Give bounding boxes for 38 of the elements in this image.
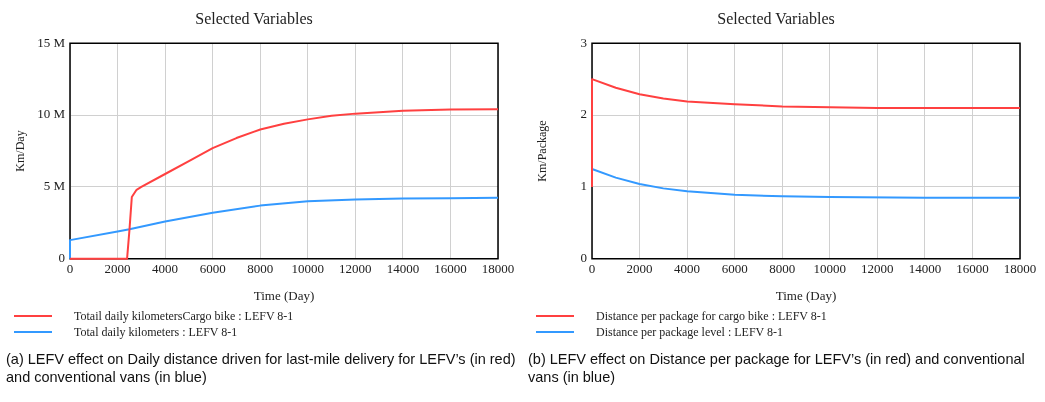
x-tick-label: 2000: [104, 261, 131, 277]
text: (a) LEFV effect on Daily distance driven for last-mile delivery for LEFV’s (in red) and conventional vans (in blue): [6, 350, 517, 386]
y-tick-label: 5 M: [43, 178, 66, 194]
legend-label: Total daily kilometers : LEFV 8-1: [74, 324, 238, 340]
x-tick-label: 2000: [626, 261, 653, 277]
y-tick-label: 1: [580, 178, 587, 194]
y-axis-title: Km/Package: [535, 120, 550, 182]
x-tick-label: 18000: [481, 261, 515, 277]
legend-label: Distance per package for cargo bike : LEFV 8-1: [596, 308, 827, 324]
x-tick-label: 4000: [674, 261, 701, 277]
x-tick-label: 8000: [769, 261, 796, 277]
y-axis-title: Km/Day: [13, 130, 28, 172]
x-tick-label: 18000: [1003, 261, 1037, 277]
y-tick-label: 3: [580, 34, 587, 50]
y-tick-label: 2: [580, 106, 587, 122]
legend-label: Distance per package level : LEFV 8-1: [596, 324, 784, 340]
x-tick-label: 10000: [813, 261, 847, 277]
chart-title: Selected Variables: [195, 9, 313, 27]
x-tick-label: 14000: [908, 261, 942, 277]
x-axis-title: Time (Day): [775, 287, 837, 303]
x-tick-label: 6000: [721, 261, 748, 277]
x-tick-label: 14000: [386, 261, 420, 277]
x-axis-title: Time (Day): [253, 287, 315, 303]
x-tick-label: 6000: [199, 261, 226, 277]
text: (b) LEFV effect on Distance per package for LEFV’s (in red) and conventional vans (in blue): [528, 350, 1026, 386]
x-tick-label: 16000: [434, 261, 467, 277]
y-tick-label: 0: [58, 250, 65, 266]
y-tick-label: 10 M: [37, 106, 66, 122]
y-tick-label: 15 M: [37, 34, 66, 50]
x-tick-label: 4000: [152, 261, 179, 277]
legend-label: Totail daily kilometersCargo bike : LEFV 8-1: [74, 308, 294, 324]
x-tick-label: 12000: [861, 261, 894, 277]
x-tick-label: 12000: [339, 261, 372, 277]
y-tick-label: 0: [580, 250, 587, 266]
chart-title: Selected Variables: [717, 9, 835, 27]
x-tick-label: 8000: [247, 261, 274, 277]
x-tick-label: 10000: [291, 261, 325, 277]
x-tick-label: 16000: [956, 261, 989, 277]
